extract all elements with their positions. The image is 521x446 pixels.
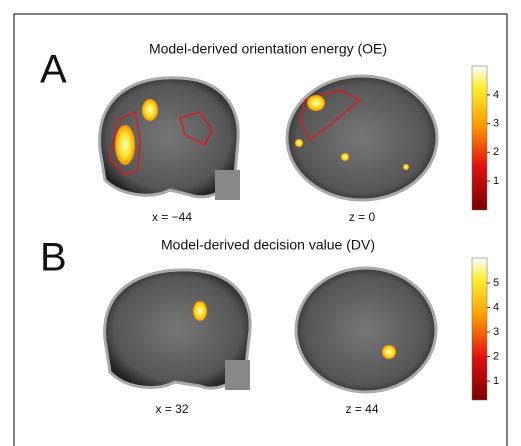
panel-label: A — [40, 48, 67, 92]
axial-brain — [285, 74, 439, 202]
panel-title: Model-derived orientation energy (OE) — [149, 41, 387, 57]
image-caption: x = 32 — [155, 402, 188, 416]
colorbar-tick-label: 4 — [493, 89, 499, 101]
axial-brain — [294, 266, 438, 394]
image-caption: x = −44 — [152, 210, 192, 224]
colorbar-tick-label: 2 — [493, 146, 499, 158]
colorbar-tick-label: 2 — [493, 350, 499, 362]
colorbar-tick-label: 3 — [493, 118, 499, 130]
colorbar — [471, 257, 488, 401]
colorbar — [471, 65, 488, 211]
frame — [13, 13, 508, 446]
sagittal-brain — [98, 76, 240, 200]
colorbar-tick-label: 1 — [493, 175, 499, 187]
image-caption: z = 44 — [345, 402, 378, 416]
colorbar-tick-label: 1 — [493, 375, 499, 387]
image-caption: z = 0 — [349, 210, 376, 224]
colorbar-tick-label: 5 — [493, 277, 499, 289]
panel-title: Model-derived decision value (DV) — [161, 237, 375, 253]
colorbar-tick-label: 4 — [493, 301, 499, 313]
panel-label: B — [40, 236, 67, 280]
sagittal-brain — [103, 268, 252, 390]
colorbar-tick-label: 3 — [493, 326, 499, 338]
